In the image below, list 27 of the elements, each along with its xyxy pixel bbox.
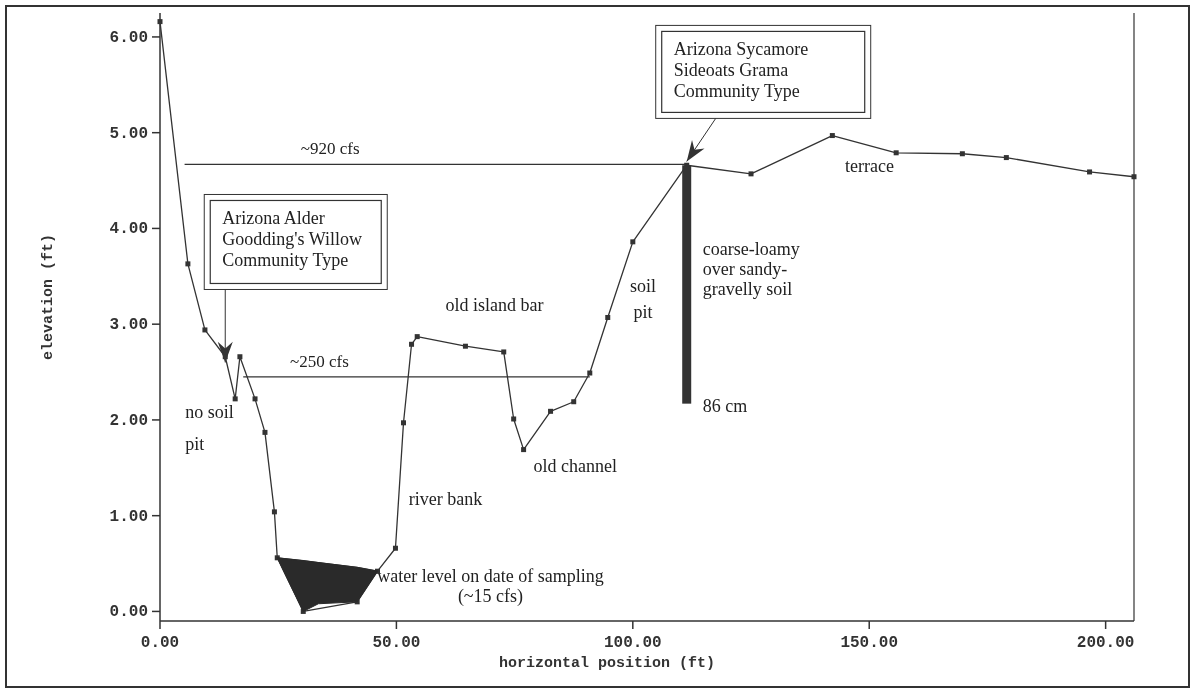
x-tick-label: 100.00: [604, 634, 662, 652]
annotation: old channel: [533, 455, 618, 476]
annotation: no soil pit: [185, 401, 234, 454]
y-tick-label: 3.00: [109, 316, 148, 335]
x-tick-label: 200.00: [1076, 634, 1135, 652]
annotation: terrace: [845, 156, 894, 176]
x-axis-title: horizontal position (ft): [498, 655, 716, 672]
annotation: Arizona Alder Goodding's Willow Community Type: [222, 208, 362, 271]
x-tick-label: 50.00: [372, 634, 421, 652]
y-tick-label: 4.00: [109, 220, 148, 239]
series-label: ~920 cfs: [300, 139, 360, 159]
y-tick-label: 5.00: [109, 124, 148, 143]
annotation: Arizona Sycamore Sideoats Grama Community Type: [673, 39, 809, 102]
annotation: soil pit: [629, 276, 657, 322]
x-tick-label: 0.00: [140, 634, 180, 652]
y-tick-label: 2.00: [109, 411, 148, 430]
y-tick-label: 0.00: [109, 603, 148, 622]
y-tick-label: 1.00: [109, 507, 148, 526]
annotation: water level on date of sampling (~15 cfs): [377, 566, 604, 608]
annotation: old island bar: [445, 295, 544, 316]
annotation: river bank: [408, 488, 483, 509]
annotation: coarse-loamy over sandy- gravelly soil: [702, 239, 800, 300]
y-axis-title: elevation (ft): [40, 233, 57, 361]
series-label: ~250 cfs: [290, 351, 349, 371]
x-tick-label: 150.00: [840, 634, 899, 652]
y-tick-label: 6.00: [109, 28, 148, 47]
annotation: 86 cm: [702, 395, 748, 416]
